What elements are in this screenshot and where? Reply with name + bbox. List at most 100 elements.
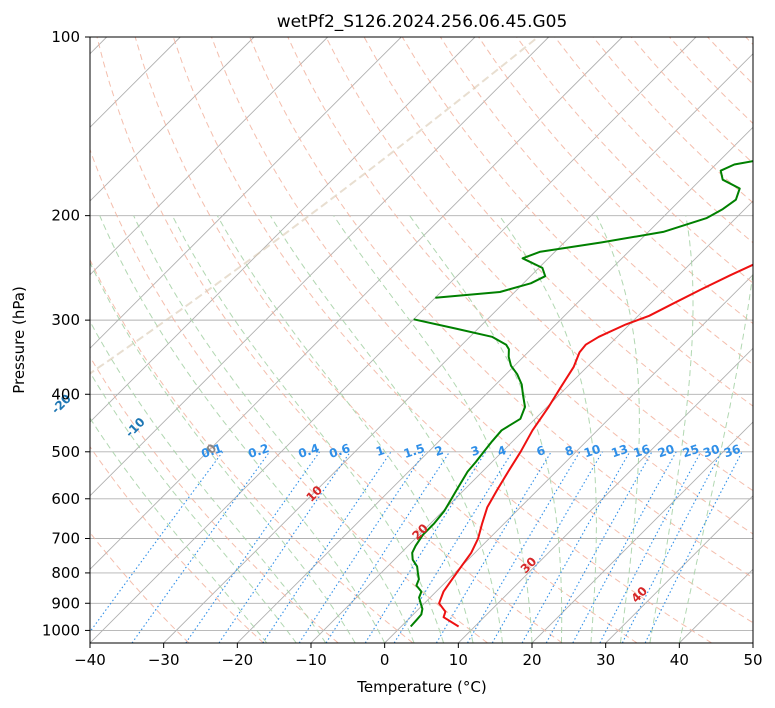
dry-adiabat-line [90, 258, 414, 643]
y-axis-label: Pressure (hPa) [10, 286, 28, 394]
mixing-ratio-label: 13 [609, 442, 629, 460]
isotherm-line [163, 53, 753, 643]
mixing-ratio-label: 20 [656, 442, 676, 460]
plot-frame [89, 36, 754, 644]
mixing-ratio-line [262, 451, 392, 643]
mixing-ratio-line [521, 451, 631, 643]
dry-adiabat-line [134, 37, 638, 643]
x-tick-label: 20 [522, 651, 541, 669]
mixing-ratio-label: 25 [681, 442, 701, 460]
isotherm-line [384, 274, 753, 643]
y-tick-label: 700 [51, 530, 80, 548]
moist-adiabat-line [678, 268, 753, 643]
isotherm-line [90, 37, 255, 202]
mixing-ratio-line [218, 451, 351, 643]
plot-background [90, 37, 753, 643]
moist-adiabat-line [171, 215, 445, 643]
x-tick-label: −30 [148, 651, 180, 669]
y-tick-label: 600 [51, 490, 80, 508]
y-tick-label: 400 [51, 385, 80, 403]
mixing-ratio-label: 8 [563, 443, 575, 459]
isotherm-line [90, 37, 476, 423]
moist-adiabat-line [90, 371, 297, 643]
mixing-ratio-label: 2 [433, 443, 445, 459]
mixing-ratio-label: 0.2 [246, 441, 271, 461]
moist-adiabat-line [333, 215, 533, 643]
background-lines [90, 37, 753, 643]
dry-adiabat-line [211, 37, 753, 624]
mixing-ratio-label: 16 [632, 442, 652, 460]
y-tick-label: 900 [51, 594, 80, 612]
x-tick-label: 0 [380, 651, 390, 669]
moist-adiabat-line [596, 215, 640, 643]
isotherm-line [90, 37, 550, 497]
mixing-ratio-line [185, 451, 321, 643]
mixing-ratio-label: 6 [535, 443, 547, 459]
dry-adiabat-line [96, 37, 563, 643]
mixing-ratio-line [545, 451, 653, 643]
isotherm-line [457, 347, 753, 643]
x-tick-label: 50 [743, 651, 762, 669]
mixing-ratio-label: 3 [469, 443, 481, 459]
mixing-ratio-line [131, 451, 271, 643]
y-tick-label: 1000 [42, 621, 80, 639]
moist-adiabat-line [90, 320, 327, 643]
dry-adiabat-line [90, 355, 339, 643]
isotherm-line [90, 37, 623, 570]
moist-adiabat-line [99, 215, 386, 643]
y-tick-label: 100 [51, 28, 80, 46]
x-axis-label: Temperature (°C) [356, 678, 486, 696]
mixing-ratio-label: 0.6 [327, 441, 352, 461]
mixing-ratio-label: 0.1 [199, 441, 224, 461]
moist-adiabat-line [133, 215, 415, 643]
mixing-ratio-label: 0.4 [296, 441, 321, 461]
x-tick-label: −10 [295, 651, 327, 669]
moist-adiabat-line [216, 215, 474, 643]
mixing-ratio-line [572, 451, 677, 643]
mixing-ratio-label: 10 [582, 442, 602, 460]
axes: −40 −30 −20 −10 0 10 20 30 40 5010020030040050060… [42, 28, 763, 669]
moist-adiabat-line [409, 215, 563, 643]
dry-adiabat-label: -30 [0, 366, 3, 391]
mixing-ratio-line [298, 451, 426, 643]
dry-adiabat-line [172, 37, 712, 643]
mixing-ratio-line [644, 451, 743, 643]
mixing-ratio-line [90, 451, 224, 633]
dry-adiabat-line [249, 37, 753, 579]
isotherm-line [752, 642, 753, 643]
isotherm-line [90, 37, 329, 276]
dry-adiabat-line [325, 37, 753, 492]
dewpoint-line [435, 160, 753, 299]
mixing-ratio-line [364, 451, 487, 643]
mixing-ratio-line [435, 451, 552, 643]
mixing-ratio-label: 36 [722, 442, 742, 460]
x-tick-label: −40 [74, 651, 106, 669]
mixing-ratio-label: 30 [701, 442, 721, 460]
y-tick-label: 200 [51, 207, 80, 225]
mixing-ratio-line [599, 451, 702, 643]
dry-adiabat-line [287, 37, 753, 535]
lcl-curve [90, 37, 539, 375]
x-tick-label: −20 [222, 651, 254, 669]
mixing-ratio-label: 4 [496, 443, 508, 459]
moist-adiabat-line [90, 261, 356, 643]
y-tick-label: 300 [51, 311, 80, 329]
dry-adiabat-line [90, 445, 264, 643]
isotherm-line [236, 126, 753, 643]
chart-title: wetPf2_S126.2024.256.06.45.G05 [277, 12, 568, 32]
temperature-line [438, 263, 753, 628]
isotherm-line [90, 37, 402, 349]
dewpoint-line [409, 318, 526, 628]
y-tick-label: 800 [51, 564, 80, 582]
moist-adiabat-line [649, 215, 694, 643]
data-lines [409, 160, 753, 628]
moist-adiabat-line [269, 215, 503, 643]
x-tick-label: 30 [596, 651, 615, 669]
dry-adiabat-line [516, 37, 753, 284]
x-tick-label: 10 [449, 651, 468, 669]
y-tick-label: 500 [51, 443, 80, 461]
moist-adiabat-line [90, 417, 268, 643]
isotherm-line [605, 495, 753, 643]
mixing-ratio-label: 1 [374, 443, 386, 459]
